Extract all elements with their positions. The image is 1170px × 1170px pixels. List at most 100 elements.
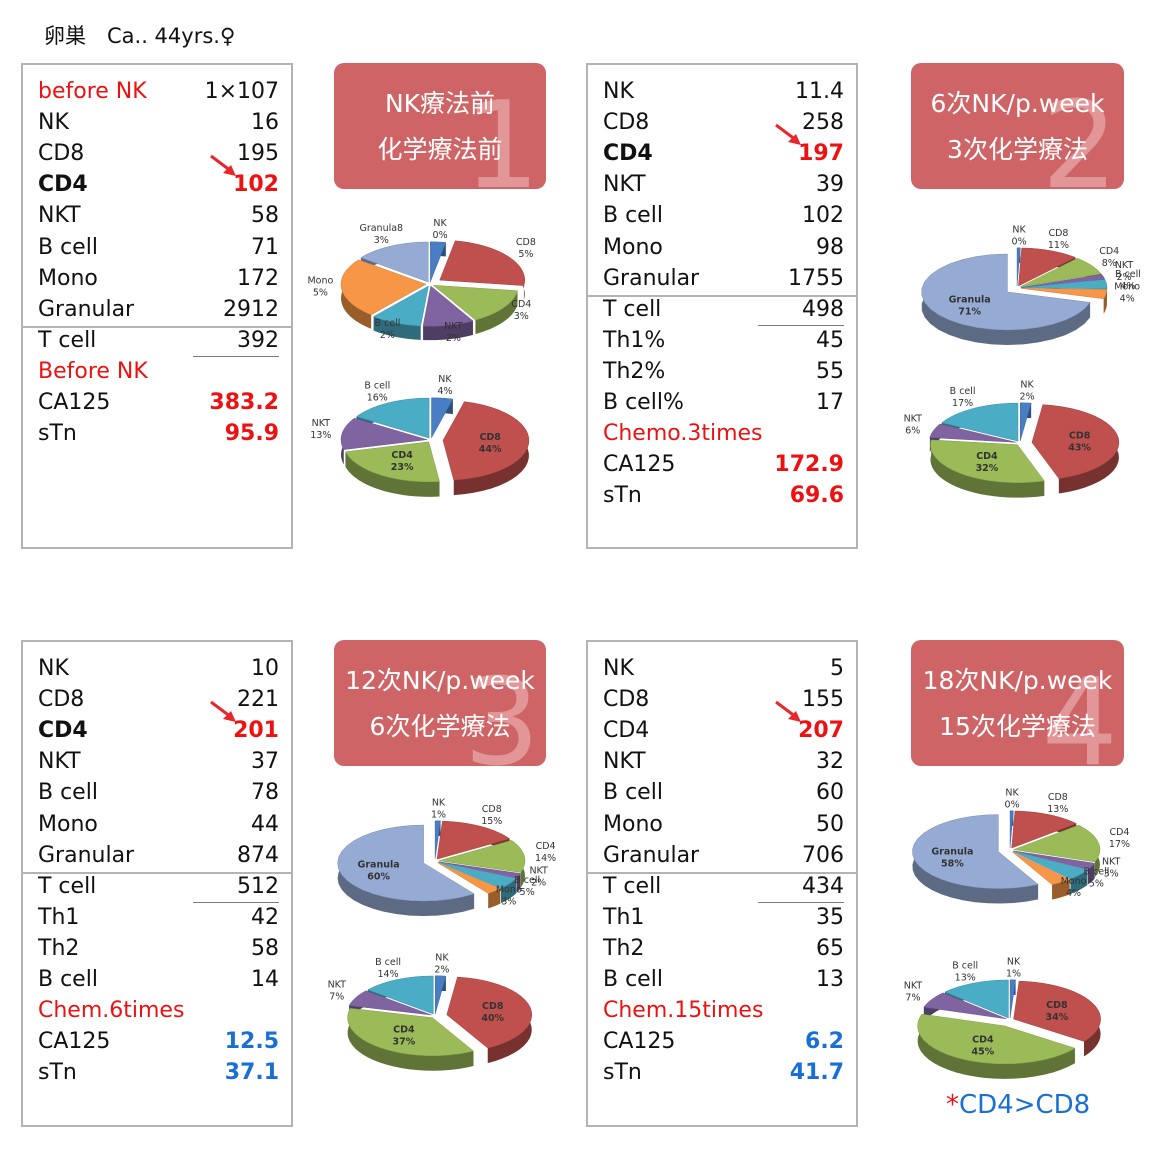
pie-category-label: NKT	[312, 418, 331, 429]
pie-slice	[435, 975, 447, 1014]
row-label: Mono	[603, 811, 663, 837]
row-label: sTn	[603, 483, 642, 509]
row-value: 71	[251, 234, 279, 260]
table-divider	[588, 294, 856, 297]
pie-category-label: B cell	[364, 380, 390, 391]
table-row: T cell 392	[38, 325, 279, 356]
row-label: Granular	[38, 842, 135, 868]
stage-number: 3	[463, 654, 540, 767]
pie-slice	[422, 285, 474, 327]
pie-value-label: 11%	[1048, 240, 1069, 251]
row-label: NKT	[603, 749, 646, 775]
pie-value-label: 3%	[514, 311, 529, 322]
row-value: 42	[251, 904, 279, 930]
pie-slice-side	[1101, 274, 1105, 295]
data-table-1: before NK 1×107 NK 16 CD8 195 CD4 102 NKT 58 B ce…	[21, 63, 293, 549]
pie-category-label: CD4	[536, 841, 556, 852]
pie-slice-side	[500, 878, 517, 904]
stage-number: 2	[1041, 77, 1118, 190]
table-divider	[23, 871, 291, 874]
table-row: NK 16	[38, 107, 279, 138]
table-row: B cell 60	[603, 777, 844, 808]
pie-slice	[921, 253, 1091, 331]
row-label: NKT	[603, 172, 646, 198]
pie-slice	[436, 820, 511, 860]
pie-value-label: 4%	[1120, 281, 1135, 292]
pie-slice	[430, 241, 447, 282]
pie-category-label: CD8	[1069, 430, 1091, 441]
pie-slice-side	[1010, 810, 1014, 826]
pie-slice	[337, 824, 475, 902]
row-value: 55	[816, 358, 844, 384]
row-label: before NK	[38, 79, 147, 104]
pie-category-label: NKT	[328, 979, 347, 990]
table-row: Mono 172	[38, 263, 279, 294]
pie-slice	[1011, 810, 1077, 849]
row-value: 172	[237, 265, 279, 291]
pie-slice	[360, 241, 429, 283]
table-divider	[23, 325, 291, 328]
pie-value-label: 2%	[531, 877, 546, 888]
arrow-icon	[210, 155, 236, 177]
pie-category-label: NK	[1020, 379, 1034, 390]
row-value: 35	[816, 904, 844, 930]
row-value: 98	[816, 234, 844, 260]
pie-slice	[373, 285, 429, 327]
row-value: 11.4	[795, 79, 844, 104]
pie-slice-side	[442, 821, 510, 854]
pie-value-label: 13%	[310, 430, 331, 441]
pie-category-label: CD4	[1109, 827, 1129, 838]
pie-value-label: 5%	[1089, 879, 1104, 890]
pie-category-label: NKT	[904, 414, 923, 425]
row-value: 706	[802, 842, 844, 868]
pie-slice-side	[1078, 825, 1100, 877]
tcell-underline	[758, 901, 844, 903]
row-label: Th2%	[603, 358, 666, 384]
pie-value-label: 40%	[481, 1013, 504, 1024]
pie-value-label: 8%	[1102, 258, 1117, 269]
row-value: 383.2	[209, 390, 279, 415]
row-label: Mono	[38, 811, 98, 837]
row-value: 65	[816, 935, 844, 961]
row-label: T cell	[603, 873, 662, 899]
row-label: NKT	[38, 749, 81, 775]
pie-value-label: 1%	[431, 809, 446, 820]
table-row: Granular 874	[38, 840, 279, 871]
table-row: Th2 65	[603, 933, 844, 964]
pie-category-label: NK	[1007, 956, 1021, 967]
arrow-icon	[210, 700, 236, 723]
pie-category-label: NK	[1005, 788, 1019, 799]
pie-value-label: 0%	[1012, 236, 1027, 247]
table-row: Th2 58	[38, 933, 279, 964]
pie-value-label: 7%	[905, 993, 920, 1004]
row-value: 1×107	[204, 79, 279, 104]
row-label: B cell	[38, 234, 98, 260]
row-value: 221	[237, 687, 279, 713]
pie-slice-side	[1052, 879, 1070, 900]
pie-value-label: 3%	[1104, 868, 1119, 879]
table-row: T cell 434	[603, 871, 844, 902]
row-label: Th1	[603, 904, 645, 930]
pie-slice	[912, 814, 1039, 889]
table-row: Mono 50	[603, 809, 844, 840]
row-value: 37	[251, 749, 279, 775]
pie-slice-side	[1103, 289, 1107, 314]
pie-category-label: NKT	[1115, 260, 1134, 271]
table-row: Before NK	[38, 356, 279, 387]
pie-value-label: 34%	[1046, 1012, 1069, 1023]
table-row: B cell 102	[603, 200, 844, 231]
pie-category-label: B cell	[1115, 269, 1141, 280]
pie-slice	[431, 397, 454, 438]
table-row: B cell 78	[38, 777, 279, 808]
banner-line: 18次NK/p.week	[922, 666, 1113, 695]
pie-category-label: Mono	[1114, 282, 1140, 293]
row-value: 95.9	[224, 421, 279, 447]
pie-slice	[941, 402, 1019, 442]
row-label: CA125	[38, 1029, 111, 1055]
row-value: 14	[251, 967, 279, 992]
pie-slice-side	[511, 840, 525, 888]
banner-line: 6次化学療法	[369, 712, 511, 741]
